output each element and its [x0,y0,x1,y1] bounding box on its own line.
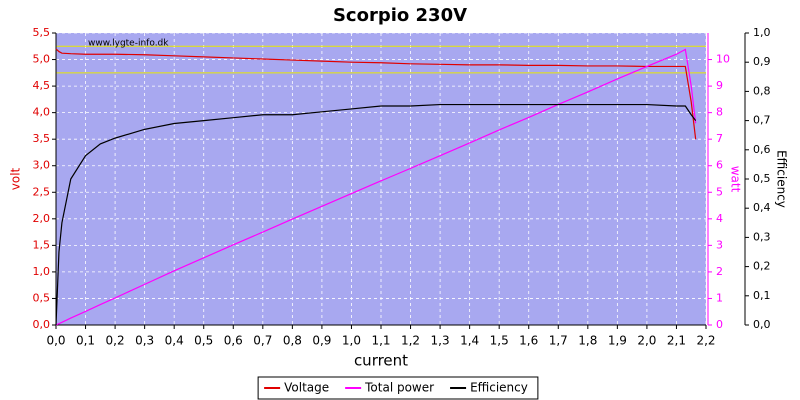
y2-tick-label: 2 [716,265,723,278]
watermark: www.lygte-info.dk [88,39,169,49]
y2-tick-label: 0 [716,318,723,331]
y-tick-label: 5,0 [33,53,51,66]
x-axis-label: current [354,352,408,370]
y2-tick-label: 5 [716,185,723,198]
x-tick-label: 1,7 [549,334,568,348]
y3-tick-label: 0,3 [753,230,771,243]
y-tick-label: 1,0 [33,265,51,278]
x-tick-label: 1,9 [608,334,627,348]
y2-axis-label: watt [729,166,743,193]
y2-tick-label: 7 [716,132,723,145]
y-tick-label: 0,5 [33,291,51,304]
x-tick-label: 0,5 [194,334,213,348]
y-tick-label: 3,0 [33,159,51,172]
x-tick-label: 1,5 [490,334,509,348]
x-tick-label: 0,9 [312,334,331,348]
legend-label: Voltage [284,381,329,395]
y2-tick-label: 8 [716,106,723,119]
y3-tick-label: 0,4 [753,201,771,214]
x-tick-label: 1,4 [460,334,479,348]
x-tick-label: 1,6 [519,334,538,348]
y3-axis-label: Efficiency [775,150,789,208]
y2-tick-label: 6 [716,159,723,172]
y-tick-label: 1,5 [33,238,51,251]
y3-tick-label: 0,6 [753,143,771,156]
x-tick-label: 0,0 [46,334,65,348]
y3-tick-label: 0,0 [753,318,771,331]
legend-label: Efficiency [470,381,528,395]
legend-label: Total power [364,381,434,395]
y2-tick-label: 9 [716,79,723,92]
x-tick-label: 0,1 [76,334,95,348]
legend-box [257,376,539,400]
y3-tick-label: 0,1 [753,289,771,302]
x-tick-label: 2,1 [667,334,686,348]
y-axis-label: volt [9,167,23,190]
x-tick-label: 2,0 [637,334,656,348]
y3-tick-label: 0,9 [753,55,771,68]
data-line [55,48,697,326]
y3-tick-label: 1,0 [753,26,771,39]
x-tick-label: 1,0 [342,334,361,348]
y2-tick-label: 1 [716,291,723,304]
y-tick-label: 5,5 [33,26,51,39]
x-tick-label: 0,3 [135,334,154,348]
x-tick-label: 1,8 [578,334,597,348]
x-tick-label: 0,4 [165,334,184,348]
x-tick-label: 0,8 [283,334,302,348]
x-tick-label: 1,1 [371,334,390,348]
x-tick-label: 0,6 [224,334,243,348]
y2-tick-label: 4 [716,212,723,225]
chart-title: Scorpio 230V [333,5,467,26]
y3-tick-label: 0,8 [753,84,771,97]
y3-tick-label: 0,7 [753,114,771,127]
y3-tick-label: 0,2 [753,260,771,273]
y-tick-label: 4,5 [33,79,51,92]
y2-tick-label: 10 [716,53,730,66]
y2-tick-label: 3 [716,238,723,251]
x-tick-label: 2,2 [696,334,715,348]
y-tick-label: 3,5 [33,132,51,145]
y-tick-label: 2,5 [33,185,51,198]
y3-tick-label: 0,5 [753,172,771,185]
data-line [55,103,697,326]
data-line [55,48,697,140]
y-tick-label: 4,0 [33,106,51,119]
x-tick-label: 0,2 [106,334,125,348]
x-tick-label: 1,3 [431,334,450,348]
x-tick-label: 0,7 [253,334,272,348]
y-tick-label: 0,0 [33,318,51,331]
y-tick-label: 2,0 [33,212,51,225]
x-tick-label: 1,2 [401,334,420,348]
